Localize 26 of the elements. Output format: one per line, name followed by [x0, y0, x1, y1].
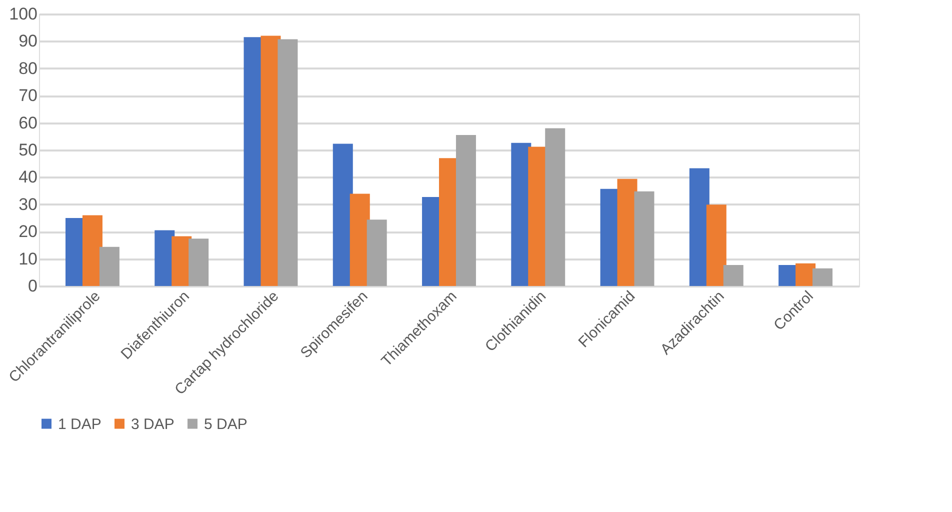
bar [456, 135, 476, 286]
bar [723, 265, 744, 286]
y-tick-label: 60 [18, 113, 38, 132]
bar [278, 39, 298, 286]
y-tick-label: 0 [28, 276, 38, 296]
y-tick-label: 30 [18, 194, 38, 214]
bar [706, 204, 726, 286]
legend-label: 3 DAP [131, 416, 174, 433]
y-tick-label: 40 [18, 168, 38, 187]
y-tick-label: 50 [18, 140, 38, 160]
bar [634, 191, 654, 286]
bar [366, 220, 387, 286]
y-tick-label: 70 [18, 86, 38, 106]
bar [545, 128, 566, 286]
bar [99, 246, 120, 286]
y-tick-label: 90 [18, 32, 38, 51]
bar [82, 215, 102, 286]
bar [332, 144, 353, 286]
legend-label: 1 DAP [58, 416, 102, 433]
y-tick-label: 100 [9, 4, 38, 24]
y-tick-label: 80 [18, 58, 38, 78]
legend-label: 5 DAP [204, 416, 248, 433]
bar [812, 268, 832, 286]
y-tick-label: 20 [18, 222, 38, 242]
bar [188, 238, 209, 286]
y-tick-label: 10 [18, 249, 38, 268]
